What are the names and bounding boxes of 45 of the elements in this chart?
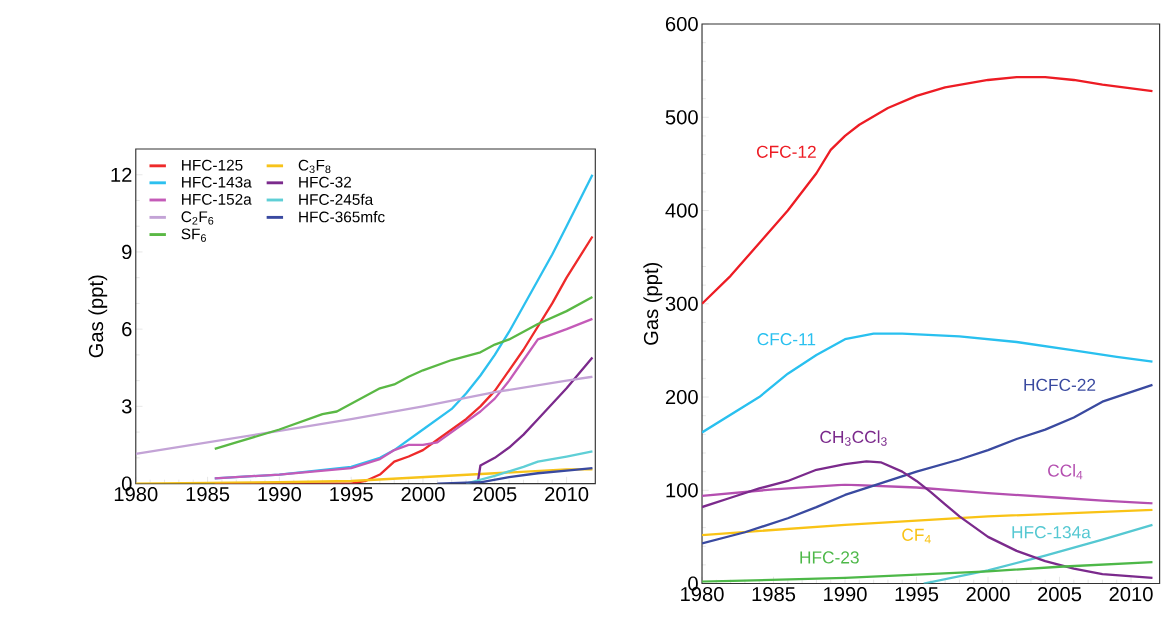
series-label: HFC-134a [1012,526,1091,539]
x-tick-label: 2005 [473,487,517,502]
line-series [213,295,594,451]
legend-label: SF$_{6}$ [181,228,206,242]
y-tick-label: 9 [122,244,132,260]
x-tick-label: 2000 [401,487,445,502]
x-tick-label: 1995 [895,586,939,602]
x-tick-label: 2010 [1109,586,1153,602]
y-tick-label: 400 [665,203,698,218]
line-series [436,467,594,484]
x-tick-label: 1995 [330,487,373,502]
line-series [702,483,1154,505]
y-axis-title: Gas (ppt) [88,275,108,358]
y-tick-label: 3 [121,399,132,414]
x-tick-label: 1985 [752,586,796,602]
legend-label: HFC-32 [299,176,352,188]
y-axis-title: Gas (ppt) [643,263,663,345]
legend-label: HFC-365mfc [299,211,385,223]
series-label: CH$_{3}$CCl$_{3}$ [820,430,887,446]
series-label: CF$_{4}$ [902,528,931,544]
series-label: HCFC-22 [1024,378,1096,392]
y-tick-label: 100 [666,483,698,498]
series-label: HFC-23 [800,551,859,564]
line-series [702,460,1154,580]
x-tick-label: 2010 [545,487,589,502]
y-tick-label: 6 [122,322,132,337]
x-tick-label: 1990 [258,487,302,502]
x-tick-label: 2005 [1038,586,1082,602]
x-tick-label: 1985 [186,487,230,502]
series-label: CCl$_{4}$ [1048,464,1083,480]
legend-label: HFC-143a [182,176,252,188]
y-tick-label: 12 [111,167,132,182]
legend-label: HFC-125 [182,159,243,171]
series-label: CFC-12 [756,145,816,158]
series-label: CFC-11 [757,333,816,346]
y-tick-label: 600 [665,16,698,32]
legend-label: C$_{2}$F$_{6}$ [181,211,214,225]
legend-label: C$_{3}$F$_{8}$ [298,159,331,174]
x-tick-label: 2000 [966,586,1010,602]
legend-label: HFC-152a [182,193,252,205]
y-tick-label: 500 [665,110,698,125]
y-tick-label: 300 [665,296,698,311]
legend-label: HFC-245fa [299,193,374,206]
x-tick-label: 1990 [824,586,867,602]
y-tick-label: 200 [665,389,698,405]
